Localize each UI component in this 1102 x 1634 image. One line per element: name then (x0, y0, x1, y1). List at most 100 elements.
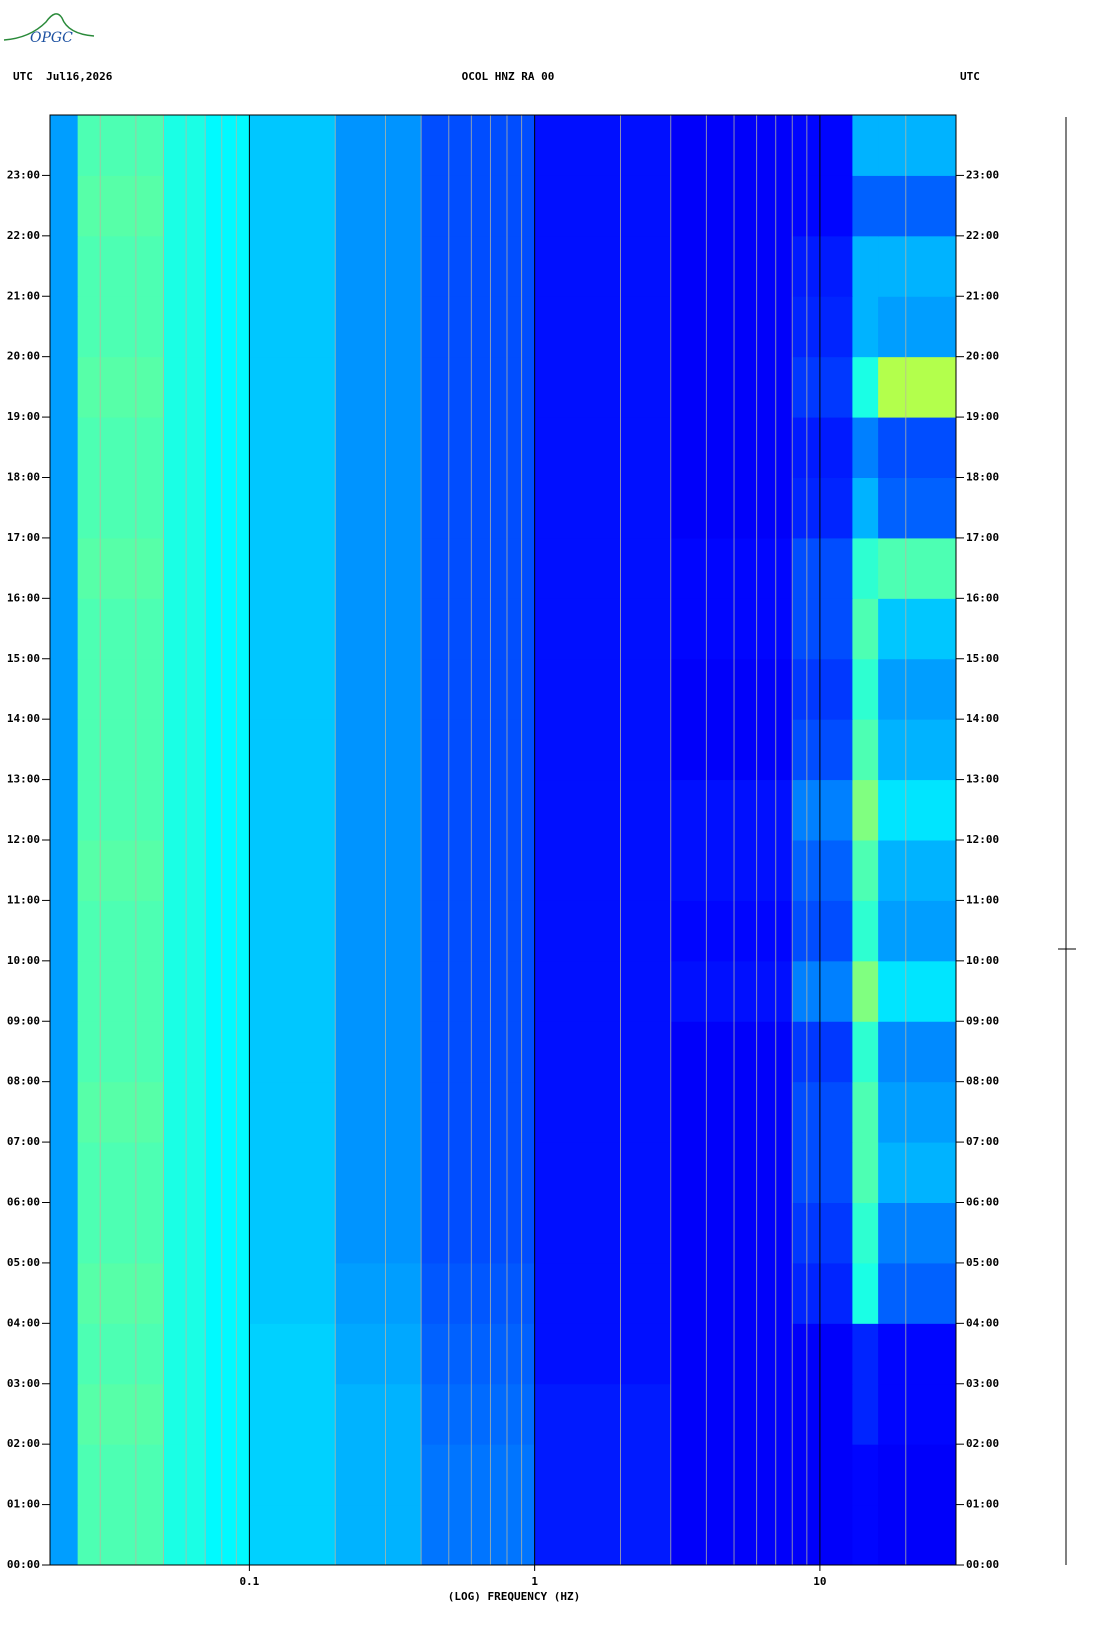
heatmap-cell (421, 840, 536, 901)
heatmap-cell (878, 1202, 957, 1264)
heatmap-cell (335, 115, 422, 176)
heatmap-cell (421, 1202, 536, 1264)
heatmap-cell (852, 1142, 879, 1203)
heatmap-cell (792, 115, 853, 176)
heatmap-cell (50, 356, 79, 418)
heatmap-cell (77, 537, 165, 599)
heatmap-cell (163, 417, 206, 478)
heatmap-cell (205, 900, 250, 962)
heatmap-cell (249, 1142, 336, 1203)
heatmap-cell (670, 598, 793, 660)
y-tick-label-right: 23:00 (966, 168, 999, 181)
heatmap-cell (878, 719, 957, 781)
heatmap-cell (335, 356, 422, 418)
heatmap-cell (878, 1504, 957, 1566)
heatmap-cell (335, 1323, 422, 1385)
heatmap-cell (163, 1262, 206, 1324)
heatmap-cell (205, 537, 250, 599)
y-tick-label-right: 22:00 (966, 229, 999, 242)
y-tick-label-right: 08:00 (966, 1075, 999, 1088)
heatmap-cell (205, 356, 250, 418)
heatmap-cell (878, 1323, 957, 1385)
heatmap-cell (335, 840, 422, 901)
heatmap-cell (77, 175, 165, 237)
heatmap-cell (77, 658, 165, 720)
heatmap-cell (878, 658, 957, 720)
heatmap-cell (670, 1444, 793, 1506)
heatmap-cell (421, 417, 536, 478)
heatmap-cell (792, 1081, 853, 1143)
heatmap-cell (249, 840, 336, 901)
heatmap-cell (50, 1383, 79, 1445)
heatmap-cell (205, 477, 250, 539)
heatmap-cell (50, 719, 79, 781)
heatmap-cell (50, 115, 79, 176)
heatmap-cell (534, 417, 672, 478)
heatmap-cell (421, 598, 536, 660)
heatmap-cell (335, 235, 422, 297)
heatmap-cell (50, 779, 79, 841)
heatmap-cell (878, 296, 957, 358)
heatmap-cell (534, 175, 672, 237)
y-tick-label-left: 06:00 (7, 1196, 40, 1209)
y-tick-label-left: 00:00 (7, 1558, 40, 1571)
heatmap-cell (792, 900, 853, 962)
heatmap-cell (534, 1021, 672, 1083)
heatmap-cell (50, 840, 79, 901)
heatmap-cell (792, 175, 853, 237)
heatmap-cell (421, 1383, 536, 1445)
heatmap-cell (249, 1323, 336, 1385)
heatmap-cell (534, 537, 672, 599)
heatmap-cell (670, 658, 793, 720)
heatmap-cell (421, 719, 536, 781)
heatmap-cell (878, 779, 957, 841)
heatmap-cell (163, 296, 206, 358)
heatmap-cell (50, 598, 79, 660)
heatmap-cell (163, 900, 206, 962)
heatmap-cell (670, 1383, 793, 1445)
heatmap-cell (163, 115, 206, 176)
heatmap-cell (249, 1444, 336, 1506)
heatmap-cell (335, 779, 422, 841)
heatmap-cell (852, 719, 879, 781)
heatmap-cell (249, 235, 336, 297)
y-tick-label-left: 21:00 (7, 289, 40, 302)
heatmap-cell (852, 477, 879, 539)
heatmap-cell (335, 477, 422, 539)
heatmap-cell (852, 175, 879, 237)
heatmap-cell (205, 840, 250, 901)
heatmap-cell (77, 417, 165, 478)
heatmap-cell (792, 1142, 853, 1203)
logo-curve (3, 13, 95, 41)
heatmap-cell (50, 296, 79, 358)
heatmap-cell (50, 658, 79, 720)
heatmap-cell (163, 235, 206, 297)
heatmap-cell (249, 1383, 336, 1445)
heatmap-cell (205, 960, 250, 1022)
heatmap-cell (77, 115, 165, 176)
heatmap-cell (205, 1444, 250, 1506)
y-tick-label-right: 14:00 (966, 712, 999, 725)
heatmap-cell (335, 960, 422, 1022)
heatmap-cell (50, 1021, 79, 1083)
heatmap-cell (205, 658, 250, 720)
heatmap-cell (249, 1504, 336, 1566)
heatmap-cell (249, 1262, 336, 1324)
heatmap-cell (670, 115, 793, 176)
heatmap-cell (50, 417, 79, 478)
heatmap-cell (421, 900, 536, 962)
heatmap-cell (205, 1142, 250, 1203)
heatmap-cell (878, 356, 957, 418)
y-tick-label-left: 10:00 (7, 954, 40, 967)
heatmap-cell (163, 537, 206, 599)
heatmap-cell (421, 1142, 536, 1203)
heatmap-cell (792, 1383, 853, 1445)
y-tick-label-right: 00:00 (966, 1558, 999, 1571)
heatmap-cell (670, 417, 793, 478)
heatmap-cell (852, 417, 879, 478)
heatmap-cell (205, 296, 250, 358)
heatmap-cell (792, 1021, 853, 1083)
heatmap-cell (421, 960, 536, 1022)
heatmap-cell (534, 1081, 672, 1143)
heatmap-cell (670, 1081, 793, 1143)
